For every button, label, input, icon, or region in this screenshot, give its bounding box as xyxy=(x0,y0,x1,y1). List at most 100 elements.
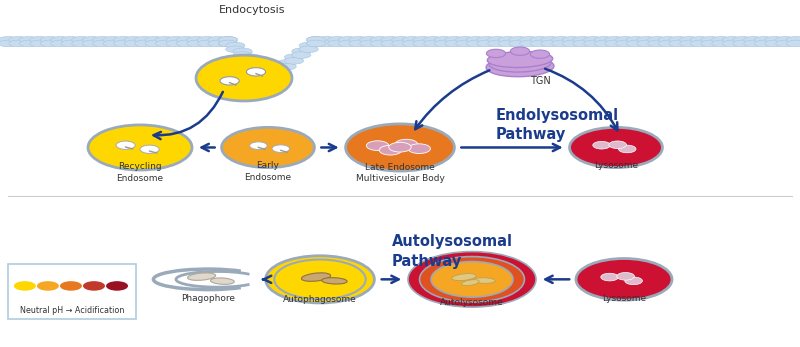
Ellipse shape xyxy=(0,36,18,43)
Ellipse shape xyxy=(124,40,143,47)
Ellipse shape xyxy=(306,36,326,43)
Ellipse shape xyxy=(155,36,174,43)
Ellipse shape xyxy=(601,273,618,281)
Ellipse shape xyxy=(552,40,571,47)
Ellipse shape xyxy=(262,71,282,78)
Ellipse shape xyxy=(272,145,290,152)
Ellipse shape xyxy=(82,36,102,43)
Ellipse shape xyxy=(328,40,347,47)
Ellipse shape xyxy=(392,40,411,47)
Ellipse shape xyxy=(456,40,475,47)
Ellipse shape xyxy=(658,40,678,47)
Ellipse shape xyxy=(413,40,432,47)
Ellipse shape xyxy=(381,40,400,47)
Ellipse shape xyxy=(349,36,368,43)
Text: Autolysosome: Autolysosome xyxy=(440,298,504,307)
Text: TGN: TGN xyxy=(530,76,550,86)
Ellipse shape xyxy=(306,40,326,47)
Ellipse shape xyxy=(584,40,603,47)
Ellipse shape xyxy=(424,40,443,47)
Ellipse shape xyxy=(456,36,475,43)
Ellipse shape xyxy=(584,36,603,43)
Ellipse shape xyxy=(593,141,610,149)
Ellipse shape xyxy=(322,278,347,284)
Ellipse shape xyxy=(62,40,81,47)
Ellipse shape xyxy=(218,40,238,47)
Ellipse shape xyxy=(349,40,368,47)
Ellipse shape xyxy=(722,36,742,43)
Ellipse shape xyxy=(255,66,274,72)
Ellipse shape xyxy=(262,75,282,82)
Ellipse shape xyxy=(134,40,154,47)
Ellipse shape xyxy=(0,40,18,47)
Ellipse shape xyxy=(277,63,296,70)
Ellipse shape xyxy=(701,36,720,43)
Ellipse shape xyxy=(486,57,554,77)
Ellipse shape xyxy=(510,47,530,55)
Ellipse shape xyxy=(488,36,507,43)
Ellipse shape xyxy=(226,42,245,49)
Ellipse shape xyxy=(233,48,252,55)
Ellipse shape xyxy=(424,36,443,43)
Ellipse shape xyxy=(658,36,678,43)
Ellipse shape xyxy=(486,49,506,58)
Ellipse shape xyxy=(402,36,422,43)
Ellipse shape xyxy=(40,40,59,47)
Ellipse shape xyxy=(562,40,582,47)
Ellipse shape xyxy=(754,40,774,47)
Text: Endolysosomal
Pathway: Endolysosomal Pathway xyxy=(496,108,619,142)
Ellipse shape xyxy=(680,40,699,47)
Ellipse shape xyxy=(744,36,763,43)
Ellipse shape xyxy=(338,40,358,47)
Ellipse shape xyxy=(72,40,91,47)
Ellipse shape xyxy=(452,273,476,281)
Ellipse shape xyxy=(9,40,28,47)
Text: Late Endosome
Multivesicular Body: Late Endosome Multivesicular Body xyxy=(355,163,445,183)
Ellipse shape xyxy=(648,40,667,47)
Ellipse shape xyxy=(594,36,614,43)
FancyBboxPatch shape xyxy=(8,264,136,319)
Ellipse shape xyxy=(187,36,206,43)
Ellipse shape xyxy=(498,40,518,47)
Ellipse shape xyxy=(50,40,70,47)
Ellipse shape xyxy=(116,141,135,149)
Ellipse shape xyxy=(776,36,795,43)
Ellipse shape xyxy=(473,278,495,283)
Ellipse shape xyxy=(754,36,774,43)
Ellipse shape xyxy=(541,40,560,47)
Ellipse shape xyxy=(552,36,571,43)
Ellipse shape xyxy=(40,36,59,43)
Ellipse shape xyxy=(786,40,800,47)
Ellipse shape xyxy=(9,36,28,43)
Ellipse shape xyxy=(88,125,192,170)
Ellipse shape xyxy=(30,40,49,47)
Ellipse shape xyxy=(576,259,672,300)
Ellipse shape xyxy=(19,36,38,43)
Ellipse shape xyxy=(617,272,634,280)
Ellipse shape xyxy=(166,40,186,47)
Ellipse shape xyxy=(488,40,507,47)
Ellipse shape xyxy=(520,36,539,43)
Ellipse shape xyxy=(114,40,133,47)
Ellipse shape xyxy=(72,36,91,43)
Ellipse shape xyxy=(669,40,688,47)
Ellipse shape xyxy=(477,40,496,47)
Ellipse shape xyxy=(477,36,496,43)
Ellipse shape xyxy=(402,40,422,47)
Ellipse shape xyxy=(134,36,154,43)
Ellipse shape xyxy=(233,52,252,58)
Ellipse shape xyxy=(462,280,479,286)
Ellipse shape xyxy=(285,58,304,64)
Ellipse shape xyxy=(744,40,763,47)
Ellipse shape xyxy=(317,40,336,47)
Ellipse shape xyxy=(680,36,699,43)
Text: Autophagosome: Autophagosome xyxy=(283,295,357,304)
Ellipse shape xyxy=(395,139,418,149)
Text: Neutral pH → Acidification: Neutral pH → Acidification xyxy=(20,306,124,315)
Ellipse shape xyxy=(487,51,553,68)
Ellipse shape xyxy=(360,36,379,43)
Ellipse shape xyxy=(445,40,464,47)
Ellipse shape xyxy=(306,40,326,47)
Ellipse shape xyxy=(218,40,238,47)
Ellipse shape xyxy=(177,36,196,43)
